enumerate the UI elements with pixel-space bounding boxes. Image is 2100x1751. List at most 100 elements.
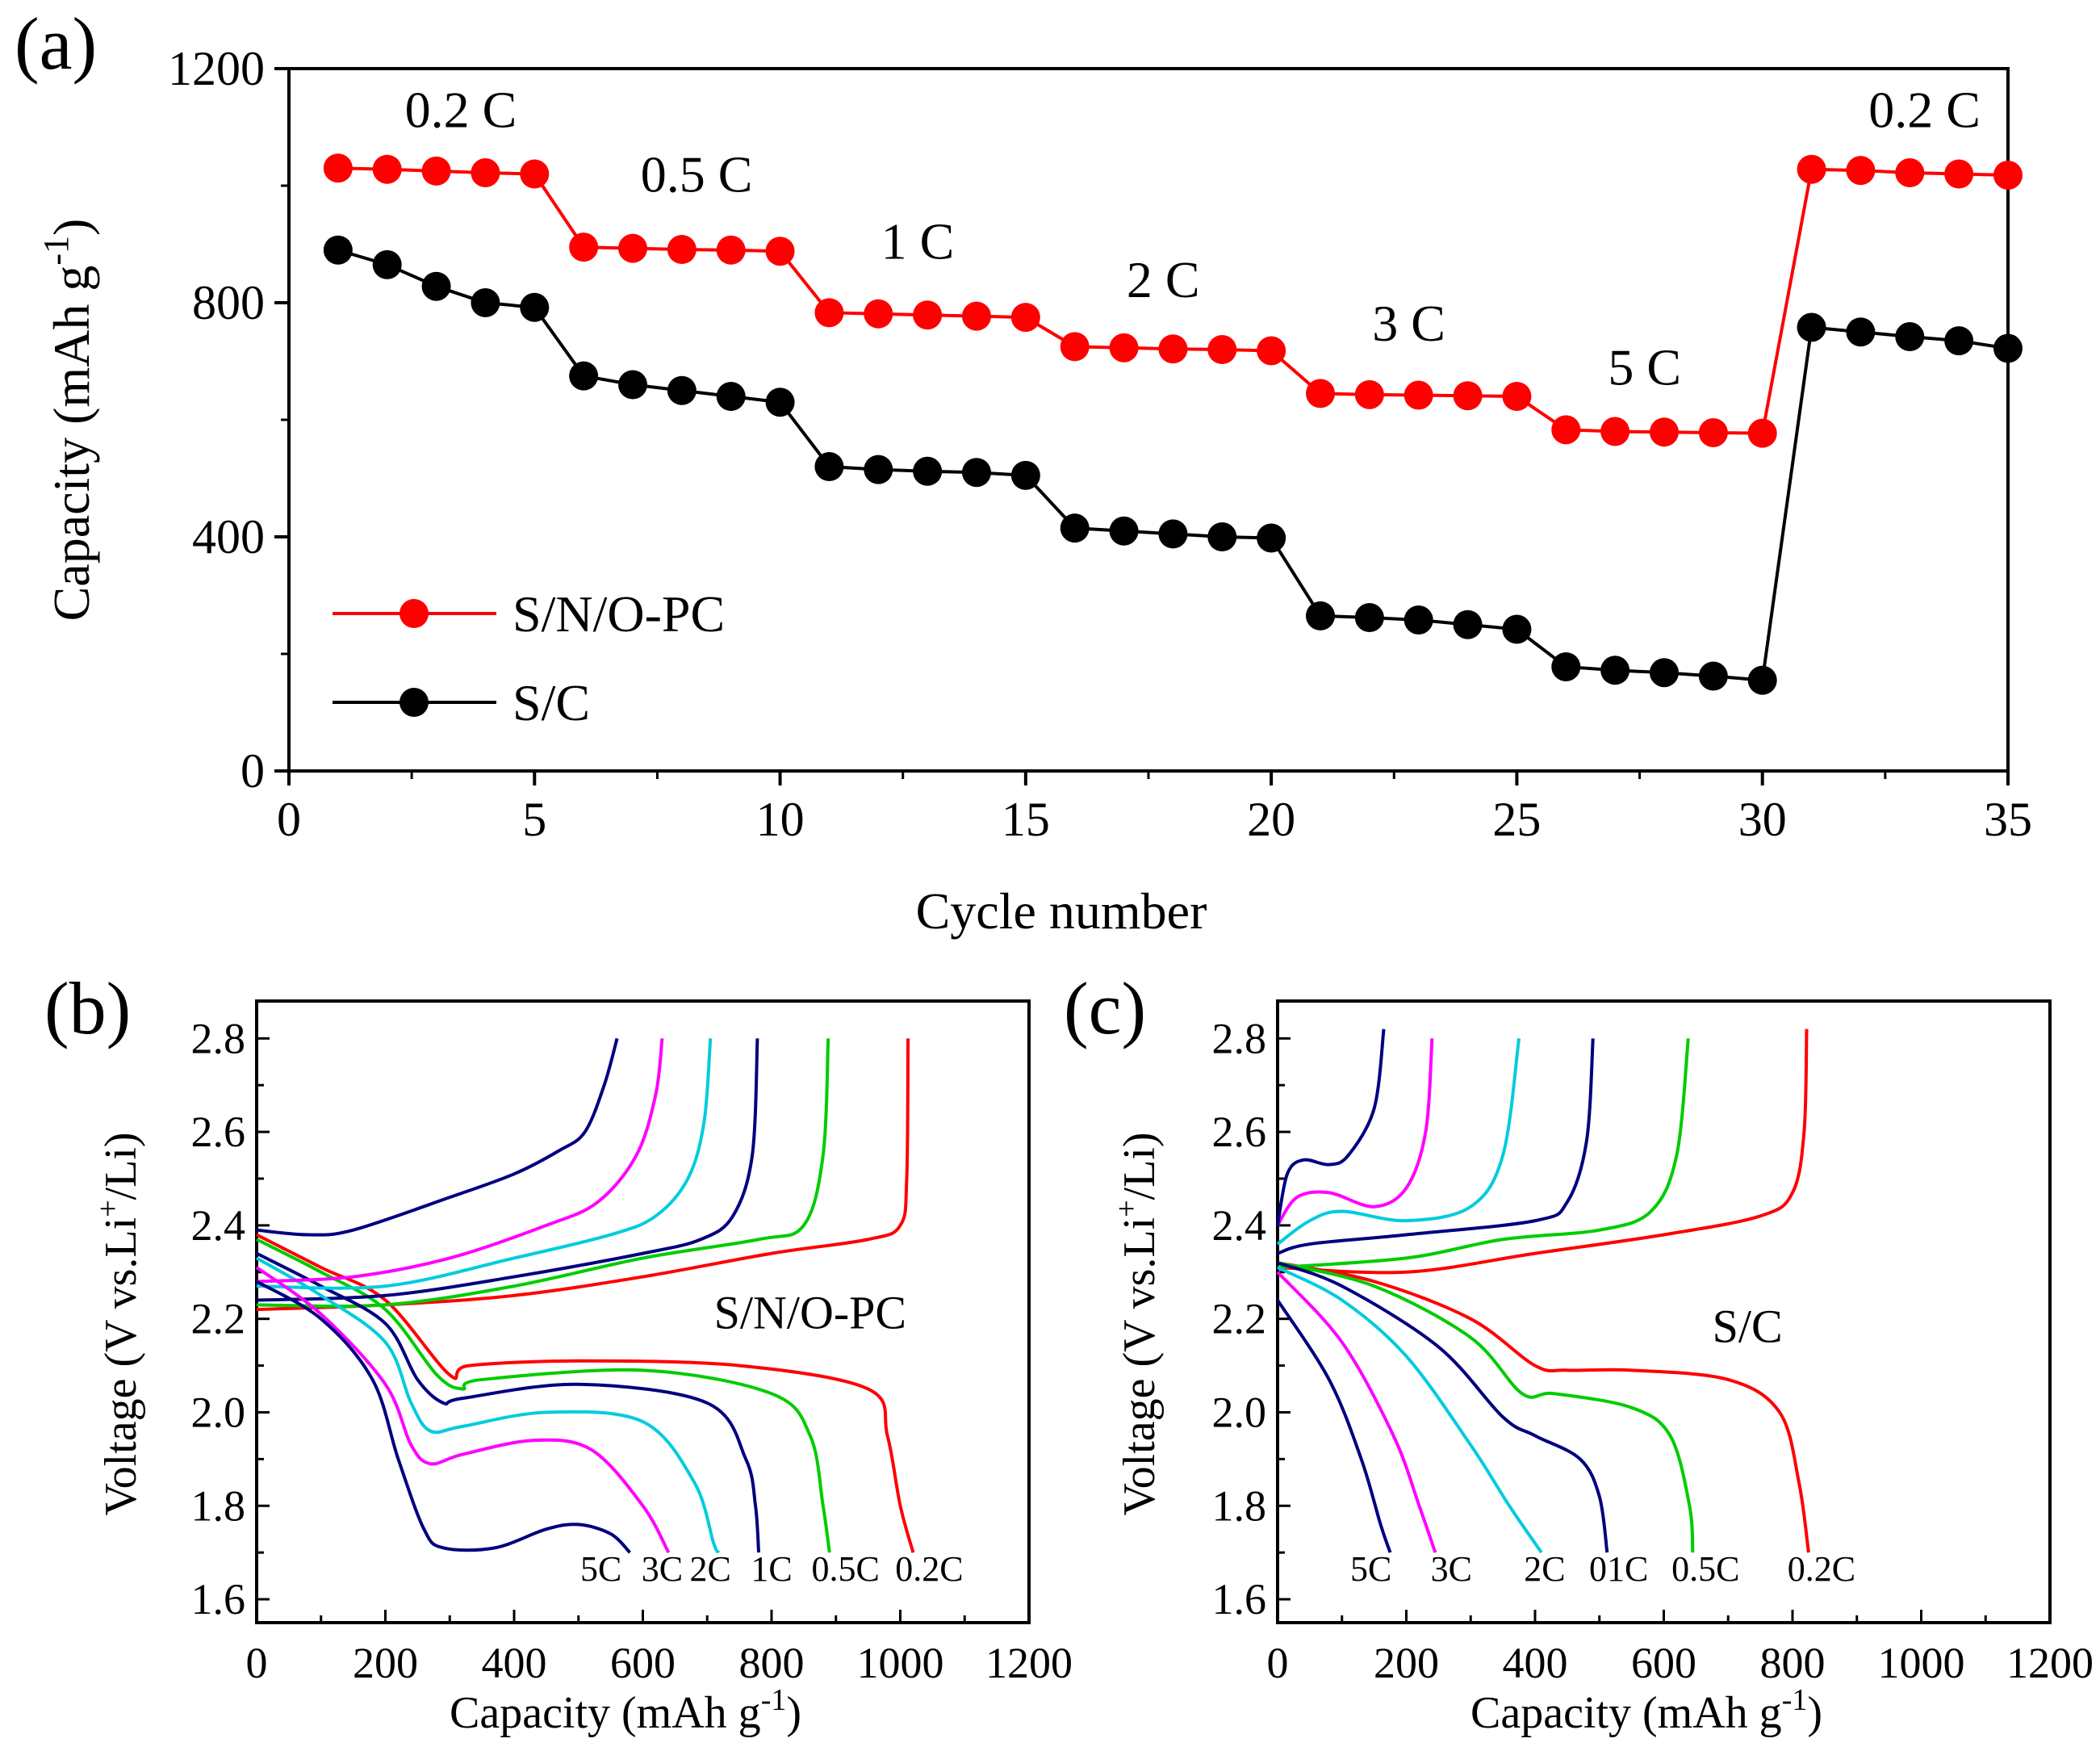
x-tick-label-c: 1200 (2006, 1639, 2094, 1687)
y-tick-label-b: 2.4 (191, 1201, 246, 1250)
x-tick-label-a: 35 (1984, 793, 2032, 846)
charge-curve-3C (256, 1038, 664, 1284)
data-point-snopc (520, 159, 550, 189)
data-point-snopc (1551, 415, 1581, 445)
panel-label-a: (a) (15, 2, 97, 85)
data-point-sc (1109, 516, 1139, 546)
rate-label-05C: 0.5C (1671, 1549, 1739, 1589)
y-tick-label-c: 2.6 (1212, 1108, 1267, 1156)
x-tick-label-a: 20 (1247, 793, 1295, 846)
x-tick-label-a: 30 (1738, 793, 1787, 846)
y-tick-label-c: 1.8 (1212, 1481, 1267, 1530)
rate-label-a: 1 C (881, 213, 955, 270)
x-tick-label-a: 25 (1492, 793, 1541, 846)
y-tick-label-c: 2.8 (1212, 1014, 1267, 1062)
sample-label-b: S/N/O-PC (714, 1286, 907, 1338)
discharge-curve-5C (255, 1280, 632, 1554)
data-point-sc (520, 292, 550, 322)
data-point-sc (1207, 522, 1237, 551)
x-tick-label-c: 0 (1267, 1639, 1289, 1687)
data-point-snopc (765, 237, 795, 266)
discharge-curve-2C (1277, 1266, 1543, 1554)
data-point-sc (1502, 614, 1532, 644)
data-point-sc (1551, 651, 1581, 681)
x-tick-label-b: 200 (353, 1639, 418, 1687)
y-tick-label-b: 2.8 (191, 1014, 246, 1062)
charge-curve-2C (256, 1038, 713, 1290)
charge-curve-01C (1277, 1038, 1595, 1255)
rate-label-05C: 0.5C (812, 1549, 880, 1589)
data-point-snopc (372, 154, 402, 184)
data-point-sc (1650, 658, 1679, 688)
discharge-curve-1C (256, 1251, 761, 1553)
rate-label-5C: 5C (580, 1549, 621, 1589)
data-point-sc (1453, 609, 1483, 639)
rate-label-a: 0.2 C (405, 82, 517, 139)
charge-curve-05C (1277, 1038, 1690, 1269)
data-point-sc (1895, 322, 1925, 352)
data-point-snopc (1403, 380, 1433, 410)
data-point-sc (1257, 523, 1286, 553)
discharge-curve-5C (1276, 1299, 1392, 1553)
legend-a: S/N/O-PC S/C (333, 585, 725, 731)
panel-b: (b) 0 200 400 600 800 1000 1200 1.6 1.8 2.0 2.2 2.4… (44, 967, 1073, 1738)
discharge-curve-3C (255, 1266, 671, 1554)
y-tick-label-b: 1.6 (191, 1575, 246, 1623)
data-point-sc (1846, 317, 1876, 347)
data-point-snopc (962, 301, 991, 331)
data-point-sc (962, 458, 991, 488)
legend-marker-sc (400, 688, 429, 717)
x-axis-label-b: Capacity (mAh g-1) (450, 1683, 801, 1738)
data-point-sc (667, 375, 697, 405)
x-tick-label-a: 5 (522, 793, 546, 846)
rate-label-01C: 01C (1589, 1549, 1648, 1589)
rate-label-5C: 5C (1350, 1549, 1391, 1589)
rate-label-a: 2 C (1127, 251, 1200, 308)
data-point-sc (1354, 603, 1384, 633)
data-point-snopc (1158, 334, 1188, 364)
charge-curve-5C (256, 1037, 619, 1237)
charge-curve-5C (1276, 1028, 1386, 1226)
y-axis-label-a: Capacity (mAh g-1) (36, 219, 100, 622)
plot-frame-c (1276, 999, 2052, 1624)
data-point-sc (323, 235, 353, 265)
data-point-snopc (1650, 417, 1679, 447)
data-point-sc (1600, 656, 1630, 685)
rate-label-a: 0.5 C (641, 145, 753, 203)
data-point-snopc (1846, 156, 1876, 186)
data-point-sc (471, 288, 500, 317)
data-point-snopc (421, 156, 451, 186)
data-point-sc (1993, 333, 2023, 363)
y-tick-label-a: 0 (241, 744, 265, 798)
rate-label-3C: 3C (1431, 1549, 1472, 1589)
data-point-sc (1403, 605, 1433, 635)
data-point-snopc (913, 300, 943, 330)
rate-label-2C: 2C (1524, 1549, 1565, 1589)
rate-label-a: 5 C (1608, 339, 1681, 396)
x-tick-label-a: 0 (277, 793, 301, 846)
data-point-sc (618, 370, 647, 400)
discharge-curve-05C (1277, 1261, 1695, 1553)
data-point-sc (913, 456, 943, 486)
charge-curve-3C (1276, 1038, 1434, 1227)
data-point-snopc (1010, 303, 1040, 333)
data-point-snopc (716, 235, 746, 265)
data-point-snopc (1600, 417, 1630, 446)
data-point-snopc (864, 299, 893, 329)
data-point-snopc (1109, 333, 1139, 362)
y-tick-label-c: 2.0 (1212, 1388, 1267, 1436)
data-point-sc (1797, 312, 1826, 342)
data-point-sc (1306, 601, 1335, 630)
rate-label-3C: 3C (642, 1549, 683, 1589)
data-point-snopc (1306, 379, 1335, 408)
y-tick-label-a: 1200 (168, 42, 265, 95)
x-tick-label-b: 0 (246, 1639, 268, 1687)
x-tick-label-b: 800 (739, 1639, 805, 1687)
data-point-snopc (323, 153, 353, 183)
rate-label-02C: 0.2C (1788, 1549, 1855, 1589)
discharge-curve-01C (1277, 1261, 1609, 1553)
x-tick-label-b: 1200 (985, 1639, 1073, 1687)
data-point-sc (1060, 513, 1090, 543)
x-tick-label-b: 400 (482, 1639, 547, 1687)
panel-label-c: (c) (1064, 967, 1146, 1049)
